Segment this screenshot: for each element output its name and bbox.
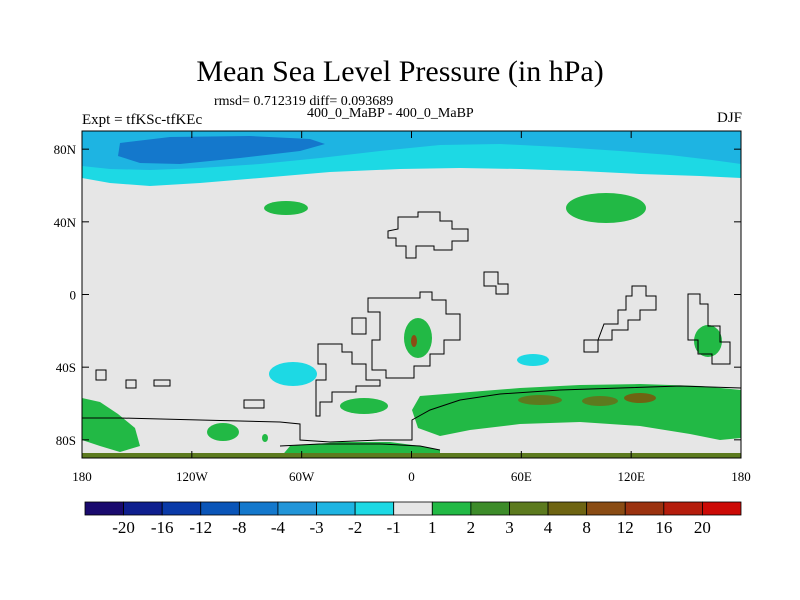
colorbar-swatch (238, 501, 279, 516)
coastline-antarctic-shelf (279, 443, 441, 451)
anomaly-south-small-2 (262, 434, 268, 442)
anomaly-australia (694, 325, 722, 357)
colorbar-swatch (547, 501, 588, 516)
coastline-southeast-asia (583, 285, 657, 353)
colorbar-swatch (354, 501, 395, 516)
colorbar-label: -12 (189, 518, 212, 537)
colorbar-swatch (586, 501, 626, 516)
anomaly-southern-ocean-olive-2 (582, 396, 618, 406)
anomaly-north-pacific (264, 201, 308, 215)
y-axis: 80N 40N 0 40S 80S (54, 142, 741, 448)
coastline-s-small-3 (243, 399, 265, 409)
colorbar-label: 20 (694, 518, 711, 537)
colorbar-label: 8 (582, 518, 591, 537)
colorbar-label: 4 (544, 518, 553, 537)
anomaly-east-pacific-blue (269, 362, 317, 386)
coastline-s-small-1 (125, 379, 137, 389)
colorbar: -20 -16 -12 -8 -4 -3 -2 -1 1 2 3 4 8 12 16 20 (84, 501, 742, 537)
colorbar-swatch (470, 501, 510, 516)
plot-title: Mean Sea Level Pressure (in hPa) (196, 55, 604, 88)
coastline-antarctica (82, 385, 741, 443)
y-tick-label: 80S (56, 433, 76, 448)
anomaly-south-america-core (411, 335, 417, 347)
colorbar-label: -8 (232, 518, 246, 537)
colorbar-label: 3 (505, 518, 514, 537)
y-tick-label: 40S (56, 360, 76, 375)
colorbar-swatch (316, 501, 356, 516)
experiment-label: Expt = tfKSc-tfKEc (82, 112, 203, 128)
coastline-s-small-2 (153, 379, 171, 387)
colorbar-swatch (393, 501, 433, 516)
colorbar-swatch (161, 501, 202, 516)
colorbar-label: -20 (112, 518, 135, 537)
colorbar-swatch (509, 501, 549, 516)
colorbar-label: -2 (348, 518, 362, 537)
x-tick-label: 120E (617, 469, 645, 484)
y-tick-label: 80N (54, 142, 77, 157)
x-tick-label: 60W (289, 469, 315, 484)
coastline-africa (367, 291, 461, 379)
colorbar-label: -1 (387, 518, 401, 537)
y-tick-label: 0 (70, 288, 77, 303)
y-tick-label: 40N (54, 215, 77, 230)
map-plot (82, 131, 741, 458)
anomaly-south-pacific (340, 398, 388, 414)
anomaly-southern-ocean-olive-1 (518, 395, 562, 405)
coastlines (82, 211, 741, 451)
coastline-sw-small (95, 369, 107, 381)
x-tick-label: 0 (408, 469, 415, 484)
stats-text: rmsd= 0.712319 diff= 0.093689 (214, 94, 394, 109)
x-tick-label: 60E (511, 469, 532, 484)
colorbar-label: -4 (271, 518, 286, 537)
colorbar-label: -16 (151, 518, 174, 537)
x-tick-label: 120W (176, 469, 209, 484)
season-label: DJF (716, 110, 742, 126)
colorbar-swatch (200, 501, 240, 516)
anomaly-south-america (404, 318, 432, 358)
arctic-dark-blue-core (118, 136, 325, 164)
x-tick-label: 180 (72, 469, 92, 484)
x-tick-label: 180 (731, 469, 751, 484)
coastline-asia (387, 211, 469, 259)
anomaly-southern-ocean-belt (412, 384, 741, 440)
anomaly-south-atlantic-blue (517, 354, 549, 366)
colorbar-label: 12 (617, 518, 634, 537)
anomaly-sw-edge (82, 398, 140, 452)
anomaly-southern-ocean-olive-3 (624, 393, 656, 403)
colorbar-swatch (277, 501, 317, 516)
coastline-south-america (315, 343, 381, 417)
x-axis: 180 120W 60W 0 60E 120E 180 (72, 131, 751, 484)
colorbar-swatch (702, 501, 742, 516)
colorbar-label: -3 (309, 518, 323, 537)
coastline-africa-west (351, 317, 367, 335)
colorbar-swatch (123, 501, 163, 516)
colorbar-swatch (431, 501, 472, 516)
colorbar-swatch (663, 501, 703, 516)
colorbar-swatch (624, 501, 665, 516)
colorbar-swatch (84, 501, 124, 516)
anomaly-south-small-1 (207, 423, 239, 441)
plot-subtitle: 400_0_MaBP - 400_0_MaBP (307, 106, 474, 121)
colorbar-label: 2 (467, 518, 476, 537)
colorbar-label: 16 (655, 518, 672, 537)
coastline-europe-small (483, 271, 509, 295)
coastline-australia (687, 293, 731, 365)
colorbar-label: 1 (428, 518, 437, 537)
anomaly-north-west-pacific (566, 193, 646, 223)
